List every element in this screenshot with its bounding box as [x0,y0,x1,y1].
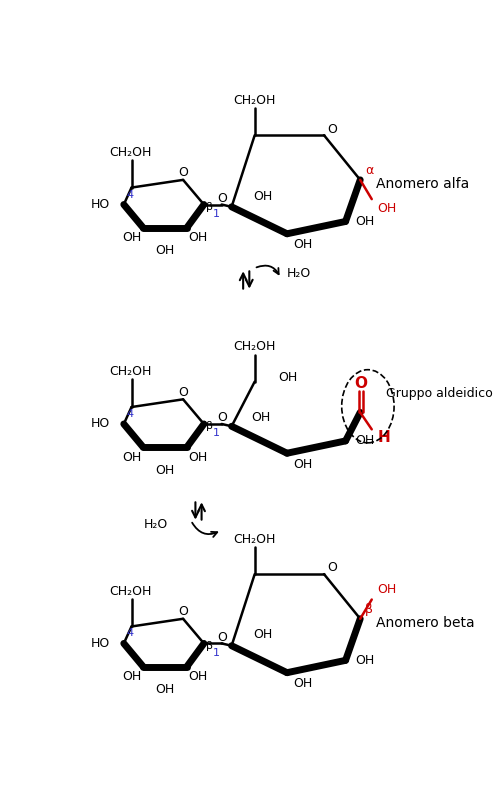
Text: 4: 4 [126,189,133,200]
Text: OH: OH [355,434,374,447]
Text: β: β [206,202,213,212]
Text: CH₂OH: CH₂OH [109,365,151,378]
FancyArrowPatch shape [256,266,278,274]
Text: O: O [354,376,368,391]
Text: O: O [327,562,337,575]
Text: OH: OH [122,231,142,244]
Text: O: O [218,192,228,205]
Text: OH: OH [251,410,270,423]
Text: 1: 1 [213,209,220,218]
Text: H₂O: H₂O [144,518,168,531]
Text: OH: OH [355,215,374,228]
Text: 4: 4 [126,629,133,638]
Text: CH₂OH: CH₂OH [234,340,276,354]
Text: OH: OH [293,677,312,690]
Text: 1: 1 [213,648,220,658]
Text: O: O [178,167,188,180]
Text: O: O [178,605,188,618]
Text: HO: HO [90,637,110,650]
Text: 4: 4 [126,409,133,419]
Text: β: β [206,422,213,431]
Text: H₂O: H₂O [286,268,310,280]
Text: O: O [218,411,228,424]
Text: HO: HO [90,198,110,211]
Text: CH₂OH: CH₂OH [109,584,151,597]
Text: CH₂OH: CH₂OH [109,146,151,159]
Text: OH: OH [377,583,396,596]
Text: HO: HO [90,418,110,430]
Text: α: α [365,164,373,177]
Text: OH: OH [253,629,272,642]
Text: 1: 1 [213,428,220,438]
Text: Anomero beta: Anomero beta [376,616,474,629]
Text: OH: OH [155,244,174,257]
Text: O: O [218,631,228,644]
Text: β: β [365,603,373,616]
Text: OH: OH [188,451,208,463]
Text: O: O [327,123,337,135]
Text: OH: OH [155,683,174,696]
Text: OH: OH [278,372,297,384]
Text: OH: OH [293,238,312,251]
Text: CH₂OH: CH₂OH [234,533,276,546]
Text: Gruppo aldeidico: Gruppo aldeidico [386,387,492,400]
Text: OH: OH [188,231,208,244]
Text: OH: OH [355,654,374,667]
Text: β: β [206,641,213,650]
Text: CH₂OH: CH₂OH [234,94,276,107]
Text: OH: OH [377,202,396,215]
Text: O: O [178,386,188,399]
Text: OH: OH [293,458,312,471]
Text: OH: OH [188,670,208,683]
FancyArrowPatch shape [192,522,217,537]
Text: Anomero alfa: Anomero alfa [376,177,469,191]
Text: OH: OH [122,670,142,683]
Text: OH: OH [122,451,142,463]
Text: OH: OH [253,189,272,202]
Text: H: H [377,430,390,445]
Text: OH: OH [155,463,174,476]
